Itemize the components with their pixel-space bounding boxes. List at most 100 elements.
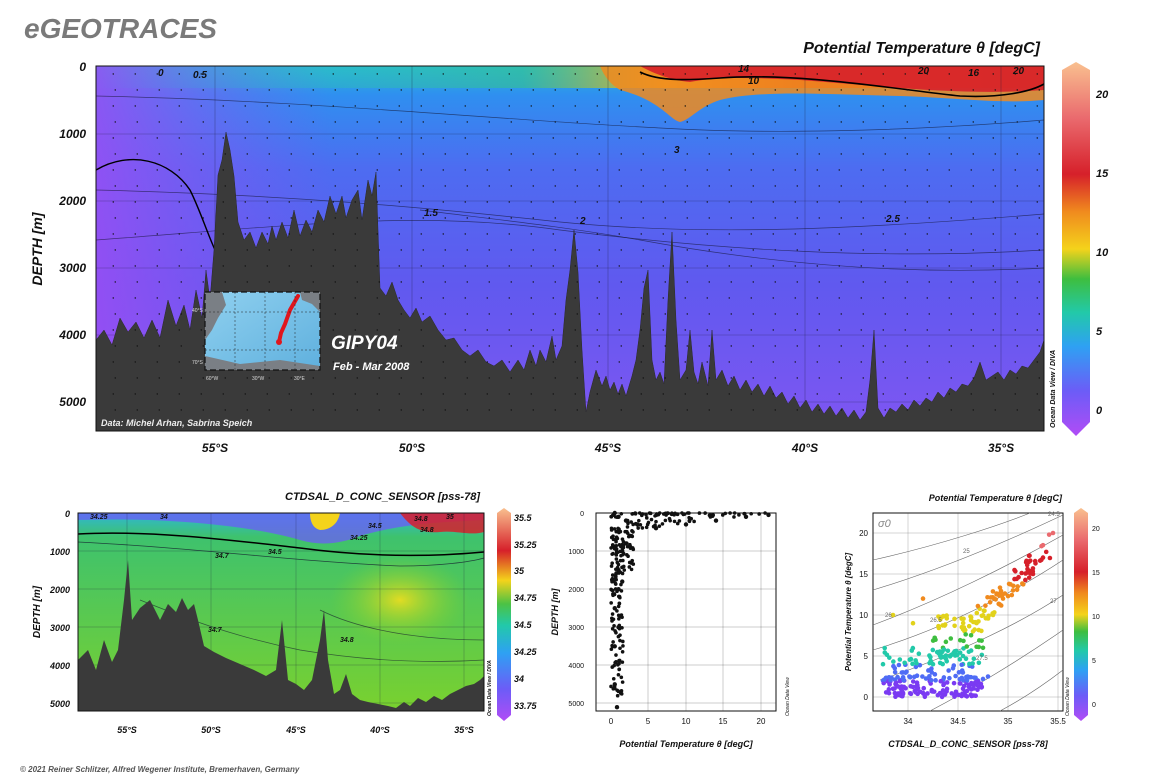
ts-point	[964, 678, 970, 683]
profile-plot: DEPTH [m] Potential Temperature θ [degC]…	[550, 510, 791, 749]
sample-dot	[552, 393, 554, 395]
sample-dot	[774, 281, 776, 283]
sample-dot	[992, 137, 994, 139]
ts-point	[997, 602, 1003, 607]
sample-dot	[222, 265, 224, 267]
sample-dot	[596, 169, 598, 171]
profile-point	[631, 522, 635, 527]
sample-dot	[420, 329, 422, 331]
sample-dot	[158, 121, 160, 123]
sample-dot	[596, 393, 598, 395]
sample-dot	[640, 265, 642, 267]
ts-point	[902, 660, 907, 666]
sample-dot	[728, 201, 730, 203]
sample-dot	[466, 185, 468, 187]
sample-dot	[926, 297, 928, 299]
sample-dot	[686, 409, 688, 411]
sample-dot	[640, 393, 642, 395]
sample-dot	[972, 89, 974, 91]
profile-point	[621, 558, 625, 563]
sample-dot	[664, 249, 666, 251]
main-y-ticks: 0 1000 2000 3000 4000 5000	[58, 60, 86, 409]
sample-dot	[356, 313, 358, 315]
sample-dot	[664, 121, 666, 123]
sample-dot	[114, 377, 116, 379]
sample-dot	[156, 329, 158, 331]
sample-dot	[442, 361, 444, 363]
contour-label: 0	[158, 68, 164, 79]
profile-point	[611, 640, 615, 644]
sample-dot	[576, 249, 578, 251]
main-frame	[95, 65, 1045, 432]
sample-dot	[464, 169, 466, 171]
ts-point	[1012, 576, 1017, 582]
sample-dot	[618, 137, 620, 139]
profile-point	[620, 537, 625, 541]
profile-point	[703, 511, 707, 515]
sample-dot	[510, 281, 512, 283]
sample-dot	[222, 137, 224, 139]
ts-point	[933, 678, 938, 683]
sample-dot	[112, 233, 114, 235]
sample-dot	[664, 377, 666, 379]
sample-dot	[796, 281, 798, 283]
sample-dot	[1014, 297, 1016, 299]
sample-dot	[486, 73, 488, 75]
ts-point	[882, 650, 888, 655]
sample-dot	[620, 185, 622, 187]
sample-dot	[840, 121, 842, 123]
sample-dot	[686, 281, 688, 283]
profile-point	[614, 653, 618, 657]
sample-dot	[334, 217, 336, 219]
sample-dot	[620, 409, 622, 411]
sample-dot	[290, 121, 292, 123]
sample-dot	[794, 137, 796, 139]
sample-dot	[574, 201, 576, 203]
sample-dot	[354, 169, 356, 171]
main-station-dots	[112, 73, 1040, 411]
ts-point	[943, 656, 949, 662]
sample-dot	[134, 329, 136, 331]
sample-dot	[156, 297, 158, 299]
profile-gridlines	[596, 513, 776, 711]
profile-ytick: 4000	[568, 663, 584, 670]
sample-dot	[796, 121, 798, 123]
sample-dot	[422, 121, 424, 123]
sample-dot	[642, 345, 644, 347]
sample-dot	[640, 297, 642, 299]
ts-point	[959, 668, 965, 673]
sample-dot	[620, 377, 622, 379]
ts-point	[881, 680, 887, 686]
sample-dot	[178, 169, 180, 171]
sample-dot	[376, 361, 378, 363]
sample-dot	[508, 233, 510, 235]
sample-dot	[970, 393, 972, 395]
sample-dot	[906, 249, 908, 251]
ts-point	[978, 681, 984, 687]
profile-point	[620, 579, 625, 584]
sample-dot	[400, 185, 402, 187]
sample-dot	[398, 265, 400, 267]
ts-point	[1019, 570, 1024, 576]
sal-colorbar-tick: 35	[514, 566, 525, 576]
profile-point	[609, 528, 614, 532]
sample-dot	[332, 265, 334, 267]
sample-dot	[420, 265, 422, 267]
sample-dot	[1016, 313, 1018, 315]
sample-dot	[1016, 345, 1018, 347]
contour-label: 16	[968, 68, 980, 79]
sal-ytick: 2000	[49, 585, 70, 595]
sample-dot	[114, 153, 116, 155]
brand-logo: eGEOTRACES	[24, 13, 217, 44]
sample-dot	[400, 89, 402, 91]
sample-dot	[642, 185, 644, 187]
profile-x-ticks: 0 5 10 15 20	[609, 717, 766, 726]
sample-dot	[554, 153, 556, 155]
sample-dot	[156, 73, 158, 75]
ts-point	[968, 687, 974, 692]
sample-dot	[772, 393, 774, 395]
sample-dot	[420, 233, 422, 235]
ts-point	[933, 637, 938, 643]
sal-contour-label: 35	[446, 514, 454, 521]
profile-point	[626, 554, 630, 559]
